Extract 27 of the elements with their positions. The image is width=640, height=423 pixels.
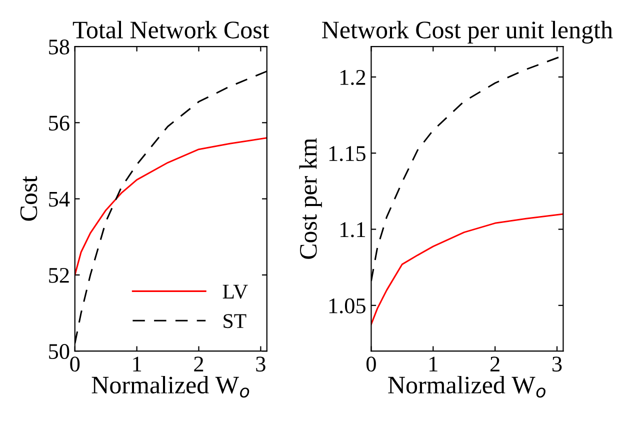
y-tick-label: 52 <box>49 268 69 283</box>
y-axis-title: Cost per km <box>299 138 322 259</box>
chart-title: Network Cost per unit length <box>322 20 613 44</box>
x-tick-label: 3 <box>256 356 266 372</box>
y-tick-label: 1.1 <box>340 222 366 238</box>
chart-title: Total Network Cost <box>72 20 270 38</box>
y-tick-label: 1.2 <box>340 70 366 86</box>
x-axis-title: Normalized W$_{o}$ <box>92 376 250 398</box>
x-tick-label: 1 <box>430 356 438 372</box>
y-tick-label: 58 <box>49 39 70 54</box>
x-tick-label: 2 <box>490 356 500 372</box>
line-series <box>74 137 267 276</box>
line-series <box>371 213 564 326</box>
y-tick-label: 1.05 <box>329 298 366 314</box>
y-tick-label: 1.15 <box>329 146 366 162</box>
legend-label: LV <box>222 284 248 299</box>
x-tick-label: 2 <box>194 356 204 372</box>
x-tick-label: 0 <box>70 356 80 372</box>
y-tick-label: 56 <box>49 116 70 131</box>
x-axis-title: Normalized W$_{o}$ <box>388 376 546 398</box>
y-axis-title: Cost <box>20 176 38 221</box>
y-tick-label: 50 <box>49 344 70 360</box>
x-tick-label: 1 <box>133 356 142 372</box>
y-tick-label: 54 <box>49 192 70 207</box>
legend-label: ST <box>224 314 246 328</box>
x-tick-label: 0 <box>366 356 376 372</box>
x-tick-label: 3 <box>552 356 562 372</box>
